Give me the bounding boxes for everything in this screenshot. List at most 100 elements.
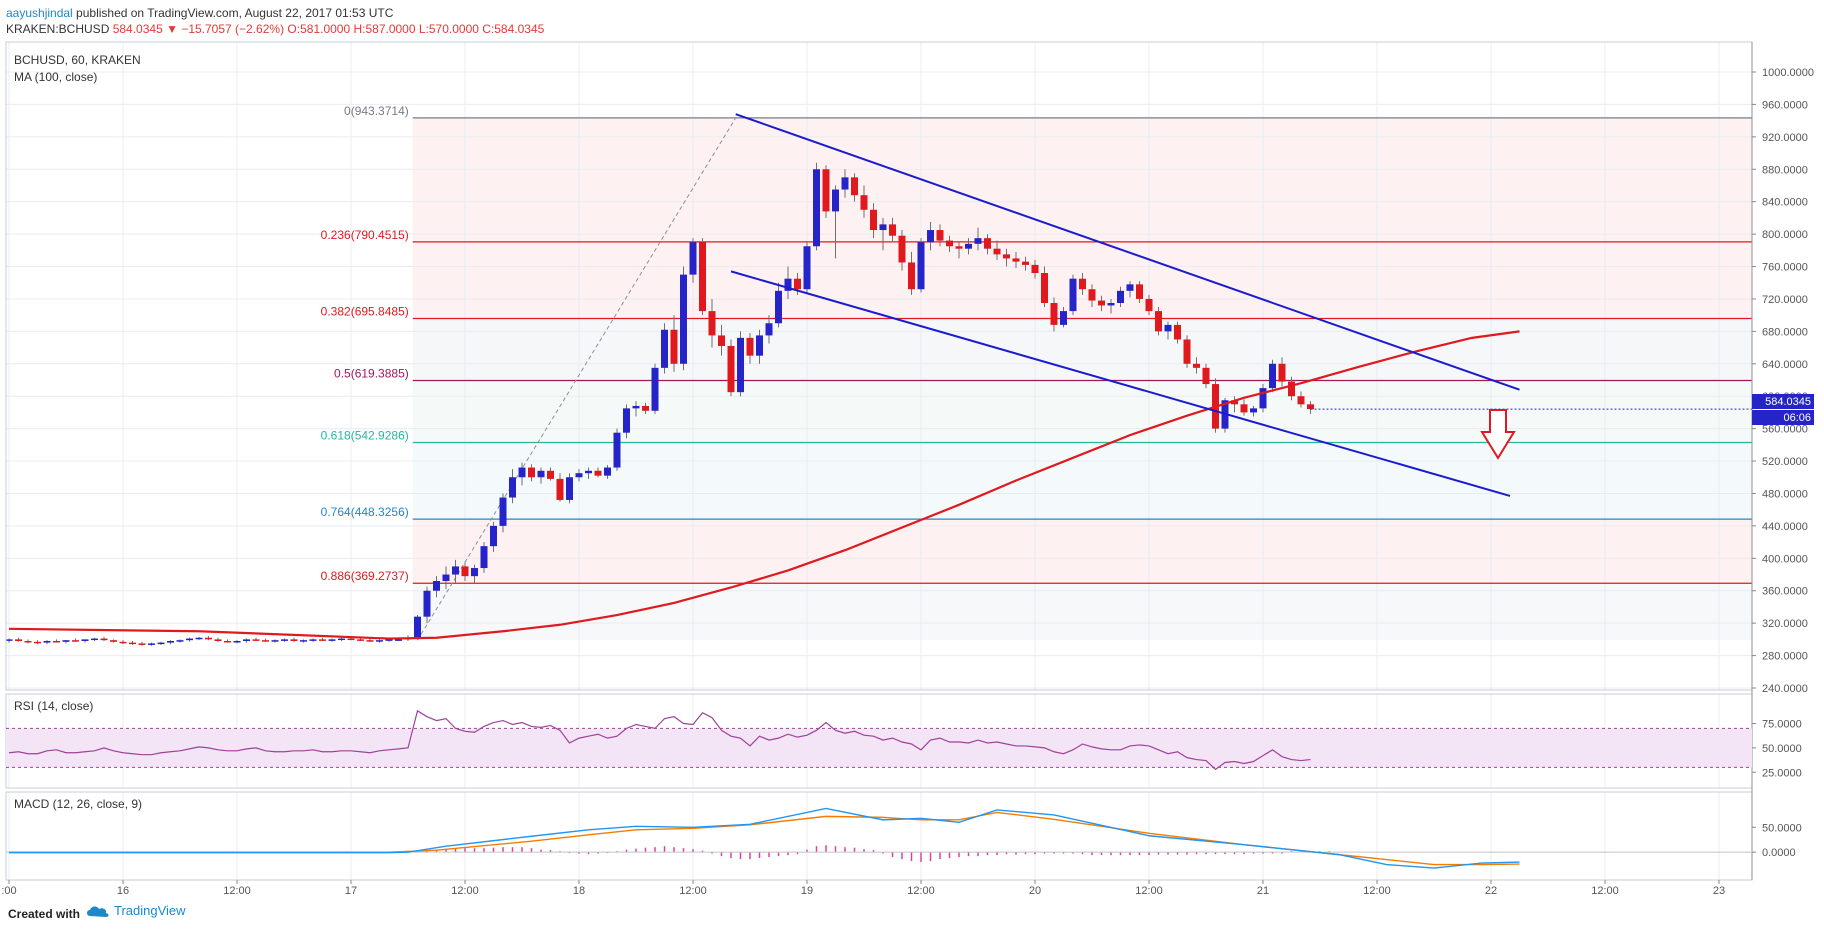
symbol-label: KRAKEN:BCHUSD (6, 22, 110, 36)
candle-body (1003, 254, 1010, 259)
candle (53, 639, 60, 643)
rsi-tick-label: 25.0000 (1762, 767, 1802, 779)
candle-body (1031, 264, 1039, 274)
candle-body (91, 638, 98, 641)
ma-legend: MA (100, close) (14, 70, 97, 84)
candle-body (794, 278, 801, 290)
candle-body (642, 405, 649, 411)
candle-body (509, 477, 516, 498)
candle (946, 235, 953, 252)
candle (851, 173, 858, 202)
candle-body (765, 323, 773, 336)
candle-body (1193, 363, 1200, 368)
candle (271, 639, 279, 643)
candle-body (167, 640, 174, 643)
candle-body (1117, 290, 1124, 303)
candle-body (841, 177, 849, 190)
fib-label: 0.5(619.3885) (334, 366, 409, 380)
candle-body (575, 473, 583, 478)
candle-body (205, 637, 212, 640)
candle (480, 542, 488, 573)
candle (62, 640, 70, 644)
candle (1288, 376, 1295, 401)
candle (43, 640, 51, 645)
candle (1117, 286, 1124, 308)
published-text: published on TradingView.com, August 22,… (72, 6, 394, 20)
candle-body (1079, 278, 1086, 290)
macd-tick-label: 0.0000 (1762, 847, 1796, 859)
price-tick-label: 400.0000 (1762, 553, 1808, 565)
candle (233, 640, 241, 644)
time-tick-label: 21 (1257, 885, 1269, 897)
candle (1269, 359, 1276, 393)
candle (765, 315, 773, 344)
candle (129, 640, 136, 646)
candle-body (1297, 396, 1305, 405)
price-chart[interactable]: 0(943.3714) 0.236(790.4515) 0.382(695.8485… (0, 0, 1824, 897)
candle-body (34, 641, 41, 644)
candle (148, 642, 155, 646)
time-tick-label: 23 (1713, 885, 1725, 897)
channel-upper-line[interactable] (735, 113, 1520, 391)
candle-body (1022, 261, 1029, 265)
fib-label: 0.886(369.2737) (321, 569, 409, 583)
candle (651, 363, 659, 415)
channel-lower-line[interactable] (730, 270, 1511, 497)
price-tick-label: 840.0000 (1762, 197, 1808, 209)
candle-body (851, 177, 858, 196)
candle (452, 559, 459, 583)
candle (1041, 266, 1048, 308)
candle-body (898, 235, 906, 263)
candle-body (328, 639, 336, 641)
candle-body (1069, 278, 1077, 312)
author-link[interactable]: aayushjindal (6, 6, 73, 20)
tradingview-brand-link[interactable]: TradingView (86, 903, 186, 918)
candle-body (822, 169, 830, 212)
candle-body (566, 477, 573, 500)
candle-body (623, 408, 630, 433)
candle-body (214, 639, 222, 641)
fib-zone (412, 519, 1752, 584)
candle-body (661, 329, 668, 368)
candle-body (860, 195, 868, 210)
trendlines[interactable] (730, 113, 1752, 497)
candle (1278, 357, 1286, 387)
candle (756, 329, 763, 364)
candle (822, 165, 830, 218)
candle-body (775, 290, 782, 324)
candle-body (129, 642, 136, 645)
fib-anchor-line (417, 117, 737, 641)
macd-pane: 50.0000 0.0000 (6, 807, 1802, 869)
candle (366, 638, 374, 642)
time-tick-label: 18 (573, 885, 585, 897)
time-tick-label: :00 (1, 885, 16, 897)
candle (1231, 396, 1238, 413)
candle (195, 636, 203, 641)
candle-body (974, 238, 982, 244)
candle (965, 238, 972, 255)
candle-body (594, 470, 602, 476)
candle (1088, 284, 1096, 308)
candle-body (1269, 363, 1276, 389)
candle-body (138, 643, 146, 645)
candle (908, 251, 915, 295)
time-tick-label: 20 (1029, 885, 1041, 897)
candle-body (385, 639, 393, 641)
candle (433, 576, 440, 598)
candle (898, 230, 906, 271)
candle (1297, 391, 1305, 408)
candle-body (357, 639, 364, 641)
candle-body (946, 240, 953, 247)
time-tick-label: 22 (1485, 885, 1497, 897)
candle-body (737, 337, 744, 393)
main-legend: BCHUSD, 60, KRAKEN (14, 53, 141, 67)
candle-body (195, 637, 203, 640)
macd-signal-line (9, 811, 1520, 866)
footer: Created with TradingView (0, 897, 1824, 933)
time-tick-label: 12:00 (679, 885, 707, 897)
candle-body (262, 640, 269, 642)
candle (1307, 401, 1314, 415)
candle-body (347, 638, 355, 641)
candle (509, 469, 516, 504)
time-axis[interactable]: :00 16 12:00 17 12:00 18 12:00 19 12:00 20 12:00 21… (1, 880, 1725, 897)
